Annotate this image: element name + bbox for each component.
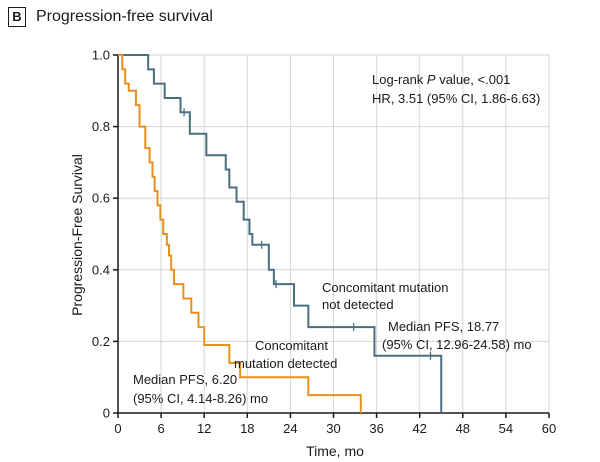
x-tick-label: 54 xyxy=(499,421,513,436)
x-tick-label: 0 xyxy=(114,421,121,436)
median-detected-line1: Median PFS, 6.20 xyxy=(133,372,237,387)
y-axis-label: Progression-Free Survival xyxy=(69,154,85,316)
axes xyxy=(113,54,550,418)
panel-title: Progression-free survival xyxy=(36,8,213,25)
x-tick-label: 12 xyxy=(197,421,211,436)
label-not-detected-line2: not detected xyxy=(322,297,394,312)
panel-letter: B xyxy=(8,7,26,27)
y-tick-label: 1.0 xyxy=(92,48,110,63)
stat-hr: HR, 3.51 (95% CI, 1.86-6.63) xyxy=(372,91,540,106)
series-layer xyxy=(118,54,443,413)
series-line-detected xyxy=(118,54,362,413)
median-detected-line2: (95% CI, 4.14-8.26) mo xyxy=(133,391,268,406)
x-tick-label: 36 xyxy=(369,421,383,436)
x-axis-label: Time, mo xyxy=(306,443,364,459)
tick-labels: 0 0.2 0.4 0.6 0.8 1.0 0 6 12 18 24 30 36 42 48 54 60 xyxy=(92,48,556,437)
y-tick-label: 0 xyxy=(103,406,110,421)
x-tick-label: 24 xyxy=(283,421,297,436)
stat-pvalue: Log-rank P value, <.001 xyxy=(372,72,510,87)
median-not-detected-line2: (95% CI, 12.96-24.58) mo xyxy=(382,337,532,352)
label-not-detected-line1: Concomitant mutation xyxy=(322,280,448,295)
x-tick-label: 30 xyxy=(326,421,340,436)
y-tick-label: 0.6 xyxy=(92,191,110,206)
panel-header: B Progression-free survival xyxy=(8,6,213,28)
label-detected-line1: Concomitant xyxy=(255,338,328,353)
series-line-not-detected xyxy=(118,54,443,413)
x-tick-label: 48 xyxy=(456,421,470,436)
x-tick-label: 42 xyxy=(412,421,426,436)
label-detected-line2: mutation detected xyxy=(234,356,337,371)
y-tick-label: 0.4 xyxy=(92,262,110,277)
x-tick-label: 6 xyxy=(157,421,164,436)
median-not-detected-line1: Median PFS, 18.77 xyxy=(388,319,499,334)
x-tick-label: 18 xyxy=(240,421,254,436)
x-tick-label: 60 xyxy=(542,421,556,436)
y-tick-label: 0.2 xyxy=(92,334,110,349)
y-tick-label: 0.8 xyxy=(92,119,110,134)
